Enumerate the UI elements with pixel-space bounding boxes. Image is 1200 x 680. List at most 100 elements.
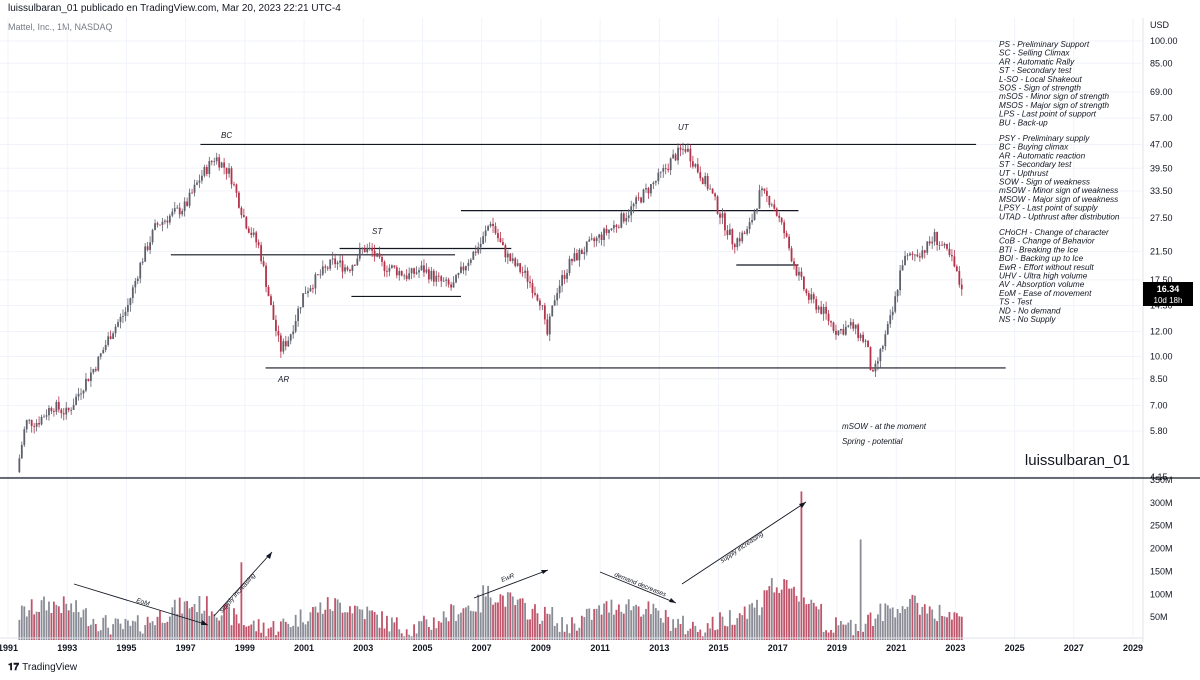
- candle-body: [425, 269, 428, 273]
- time-tick-label: 2029: [1123, 643, 1143, 653]
- volume-bar: [89, 624, 92, 640]
- legend-entry: LPS - Last point of support: [999, 110, 1097, 119]
- legend-entry: ST - Secondary test: [999, 160, 1072, 169]
- tradingview-logo-icon: 𝟏𝟕: [8, 662, 20, 673]
- volume-bar: [30, 599, 33, 640]
- volume-bar: [817, 609, 820, 640]
- candle-body: [77, 393, 80, 397]
- volume-bar: [941, 615, 943, 640]
- candle-body: [721, 213, 724, 218]
- volume-bar: [884, 603, 887, 640]
- volume-bar: [751, 603, 753, 640]
- volume-bar: [874, 618, 877, 640]
- candle-body: [415, 272, 418, 274]
- candle-body: [114, 326, 117, 334]
- volume-bar: [356, 606, 359, 640]
- volume-bar: [933, 618, 936, 640]
- candle-body: [122, 315, 124, 317]
- legend-entry: PS - Preliminary Support: [999, 40, 1090, 49]
- candle-body: [55, 402, 58, 412]
- volume-bar: [724, 625, 726, 640]
- candle-body: [785, 233, 788, 237]
- legend-entry: MSOW - Major sign of weakness: [999, 195, 1118, 204]
- candle-body: [558, 285, 561, 294]
- candle-body: [218, 157, 221, 168]
- volume-bar: [287, 623, 290, 640]
- candle-body: [795, 265, 798, 276]
- candle-body: [146, 246, 149, 250]
- candle-body: [852, 322, 855, 329]
- volume-bar: [440, 622, 443, 640]
- price-tick-label: 7.00: [1150, 400, 1168, 410]
- volume-bar: [25, 616, 28, 640]
- candle-body: [228, 168, 230, 174]
- candle-body: [405, 275, 408, 279]
- volume-bar: [519, 598, 522, 640]
- candle-body: [499, 238, 502, 243]
- volume-bar: [373, 611, 376, 640]
- volume-bar: [457, 614, 460, 640]
- candle-body: [519, 263, 522, 273]
- chart-area[interactable]: Mattel, Inc., 1M, NASDAQ USD 100.00 85.00…: [0, 18, 1200, 680]
- volume-bar: [139, 631, 142, 640]
- candle-body: [358, 249, 361, 259]
- time-axis[interactable]: 1991 1993 1995 1997 1999 2001 2003 2005 2007 2009…: [0, 643, 1143, 653]
- volume-tick-label: 250M: [1150, 521, 1173, 531]
- candle-body: [178, 207, 181, 215]
- candle-body: [494, 226, 497, 234]
- price-tick-label: 27.50: [1150, 213, 1173, 223]
- volume-bar: [642, 614, 645, 640]
- candle-body: [936, 231, 939, 245]
- price-volume-chart[interactable]: Mattel, Inc., 1M, NASDAQ USD 100.00 85.00…: [0, 18, 1200, 680]
- candle-body: [553, 300, 556, 306]
- candle-body: [941, 244, 943, 246]
- candle-body: [899, 270, 902, 291]
- candle-body: [181, 210, 184, 215]
- volume-bar: [75, 600, 77, 640]
- price-badge-countdown: 10d 18h: [1154, 296, 1183, 305]
- candle-body: [635, 197, 638, 205]
- candle-body: [460, 266, 462, 273]
- volume-bar: [916, 602, 919, 640]
- volume-axis[interactable]: 350M 300M 250M 200M 150M 100M 50M: [1150, 475, 1173, 622]
- tradingview-brand[interactable]: 𝟏𝟕 TradingView: [8, 662, 77, 673]
- time-tick-label: 2009: [531, 643, 551, 653]
- candle-body: [336, 262, 339, 265]
- volume-bar: [951, 619, 953, 640]
- volume-bar: [381, 611, 383, 640]
- volume-bar: [166, 621, 169, 640]
- time-tick-label: 2021: [886, 643, 906, 653]
- candle-body: [304, 293, 307, 294]
- price-axis[interactable]: 100.00 85.00 69.00 57.00 47.00 39.50 33.50 27.5…: [1150, 36, 1178, 482]
- candle-body: [756, 208, 758, 212]
- volume-bar: [630, 610, 633, 640]
- volume-bar: [294, 614, 297, 640]
- candle-body: [20, 444, 23, 459]
- candle-body: [393, 265, 396, 268]
- candle-body: [435, 275, 438, 282]
- candle-body: [909, 253, 911, 256]
- candle-body: [497, 233, 499, 239]
- volume-bar: [67, 610, 70, 640]
- candle-body: [761, 188, 763, 191]
- volume-bar: [914, 595, 916, 640]
- volume-bar: [847, 622, 850, 640]
- candle-body: [620, 213, 623, 228]
- volume-bar: [117, 618, 119, 640]
- candle-body: [615, 225, 618, 227]
- volume-bar: [33, 614, 36, 640]
- price-tick-label: 8.50: [1150, 374, 1168, 384]
- candle-body: [149, 242, 152, 250]
- volume-bar: [635, 604, 638, 640]
- volume-bar: [590, 619, 593, 640]
- legend-entry: mSOS - Minor sign of strength: [999, 92, 1110, 101]
- volume-bar: [186, 601, 189, 640]
- volume-bar: [423, 615, 425, 640]
- legend-entry: SOW - Sign of weakness: [999, 178, 1090, 187]
- candle-body: [395, 267, 398, 276]
- candle-body: [62, 413, 65, 415]
- candle-body: [509, 253, 512, 261]
- candle-body: [659, 171, 662, 173]
- candle-body: [662, 168, 665, 172]
